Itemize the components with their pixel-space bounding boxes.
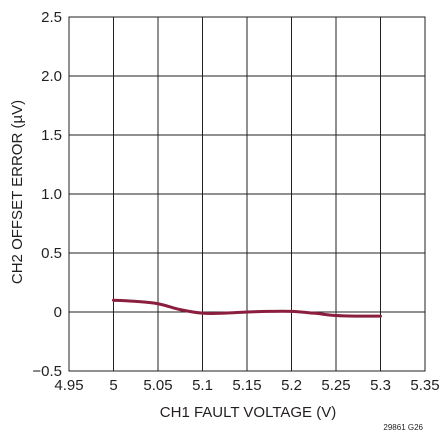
x-tick-label: 4.95 — [54, 377, 83, 394]
x-tick-label: 5.05 — [143, 377, 172, 394]
x-tick-labels: 4.95 5 5.05 5.1 5.15 5.2 5.25 5.3 5.35 — [54, 377, 439, 394]
grid — [68, 16, 426, 372]
y-axis-label: CH2 OFFSET ERROR (µV) — [9, 100, 26, 284]
y-tick-labels: −0.5 0 0.5 1.0 1.5 2.0 2.5 — [32, 9, 62, 380]
x-tick-label: 5.35 — [410, 377, 439, 394]
y-tick-label: 1.5 — [41, 127, 62, 144]
x-axis-label: CH1 FAULT VOLTAGE (V) — [160, 404, 336, 421]
y-tick-label: 2.5 — [41, 9, 62, 26]
x-tick-label: 5.2 — [281, 377, 302, 394]
x-tick-label: 5 — [109, 377, 117, 394]
x-tick-label: 5.15 — [232, 377, 261, 394]
series-line — [112, 298, 382, 318]
y-tick-label: 2.0 — [41, 68, 62, 85]
series-layer — [112, 298, 382, 318]
x-tick-label: 5.3 — [370, 377, 391, 394]
x-tick-label: 5.25 — [321, 377, 350, 394]
y-tick-label: 0 — [54, 304, 62, 321]
plot-border — [68, 16, 426, 372]
y-tick-label: 1.0 — [41, 186, 62, 203]
x-tick-label: 5.1 — [192, 377, 213, 394]
y-tick-label: −0.5 — [32, 363, 62, 380]
y-tick-label: 0.5 — [41, 245, 62, 262]
figure-id: 29861 G26 — [383, 423, 423, 432]
